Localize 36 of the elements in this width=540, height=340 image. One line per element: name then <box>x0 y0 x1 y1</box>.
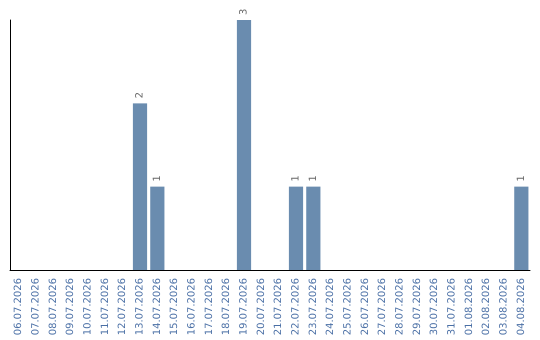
data-label: 1 <box>516 175 527 182</box>
x-tick-label: 28.07.2026 <box>394 278 406 336</box>
x-tick-label: 10.07.2026 <box>82 278 94 336</box>
data-label: 3 <box>238 8 250 15</box>
x-tick-label: 14.07.2026 <box>152 278 163 336</box>
x-tick-label: 26.07.2026 <box>360 278 371 336</box>
x-tick-label: 07.07.2026 <box>30 278 42 336</box>
data-label: 1 <box>152 175 163 182</box>
x-tick-label: 11.07.2026 <box>100 278 111 336</box>
x-tick-label: 15.07.2026 <box>169 278 180 336</box>
x-tick-label: 27.07.2026 <box>377 278 388 336</box>
data-label: 1 <box>308 175 319 182</box>
x-tick-label: 31.07.2026 <box>446 278 458 336</box>
x-tick-label: 24.07.2026 <box>325 278 336 336</box>
x-tick-label: 29.07.2026 <box>412 278 423 336</box>
x-tick-label: 17.07.2026 <box>204 278 215 336</box>
data-label: 2 <box>134 92 146 98</box>
x-tick-label: 03.08.2026 <box>498 278 510 336</box>
x-tick-label: 08.07.2026 <box>48 278 59 336</box>
x-tick-label: 12.07.2026 <box>117 278 128 336</box>
x-tick-label: 01.08.2026 <box>464 278 475 336</box>
x-tick-label: 25.07.2026 <box>342 278 354 336</box>
x-tick-label: 23.07.2026 <box>308 278 319 336</box>
x-tick-label: 22.07.2026 <box>290 278 302 336</box>
x-tick-label: 06.07.2026 <box>13 278 24 336</box>
x-tick-label: 19.07.2026 <box>238 278 250 336</box>
x-tick-label: 18.07.2026 <box>221 278 232 336</box>
data-label: 1 <box>290 175 302 182</box>
x-tick-label: 21.07.2026 <box>273 278 284 336</box>
x-tick-label: 20.07.2026 <box>256 278 267 336</box>
x-tick-label: 02.08.2026 <box>481 278 492 336</box>
x-tick-label: 16.07.2026 <box>186 278 198 336</box>
x-tick-label: 09.07.2026 <box>65 278 76 336</box>
x-tick-label: 30.07.2026 <box>429 278 440 336</box>
x-tick-label: 04.08.2026 <box>516 278 527 336</box>
x-tick-label: 13.07.2026 <box>134 278 146 336</box>
